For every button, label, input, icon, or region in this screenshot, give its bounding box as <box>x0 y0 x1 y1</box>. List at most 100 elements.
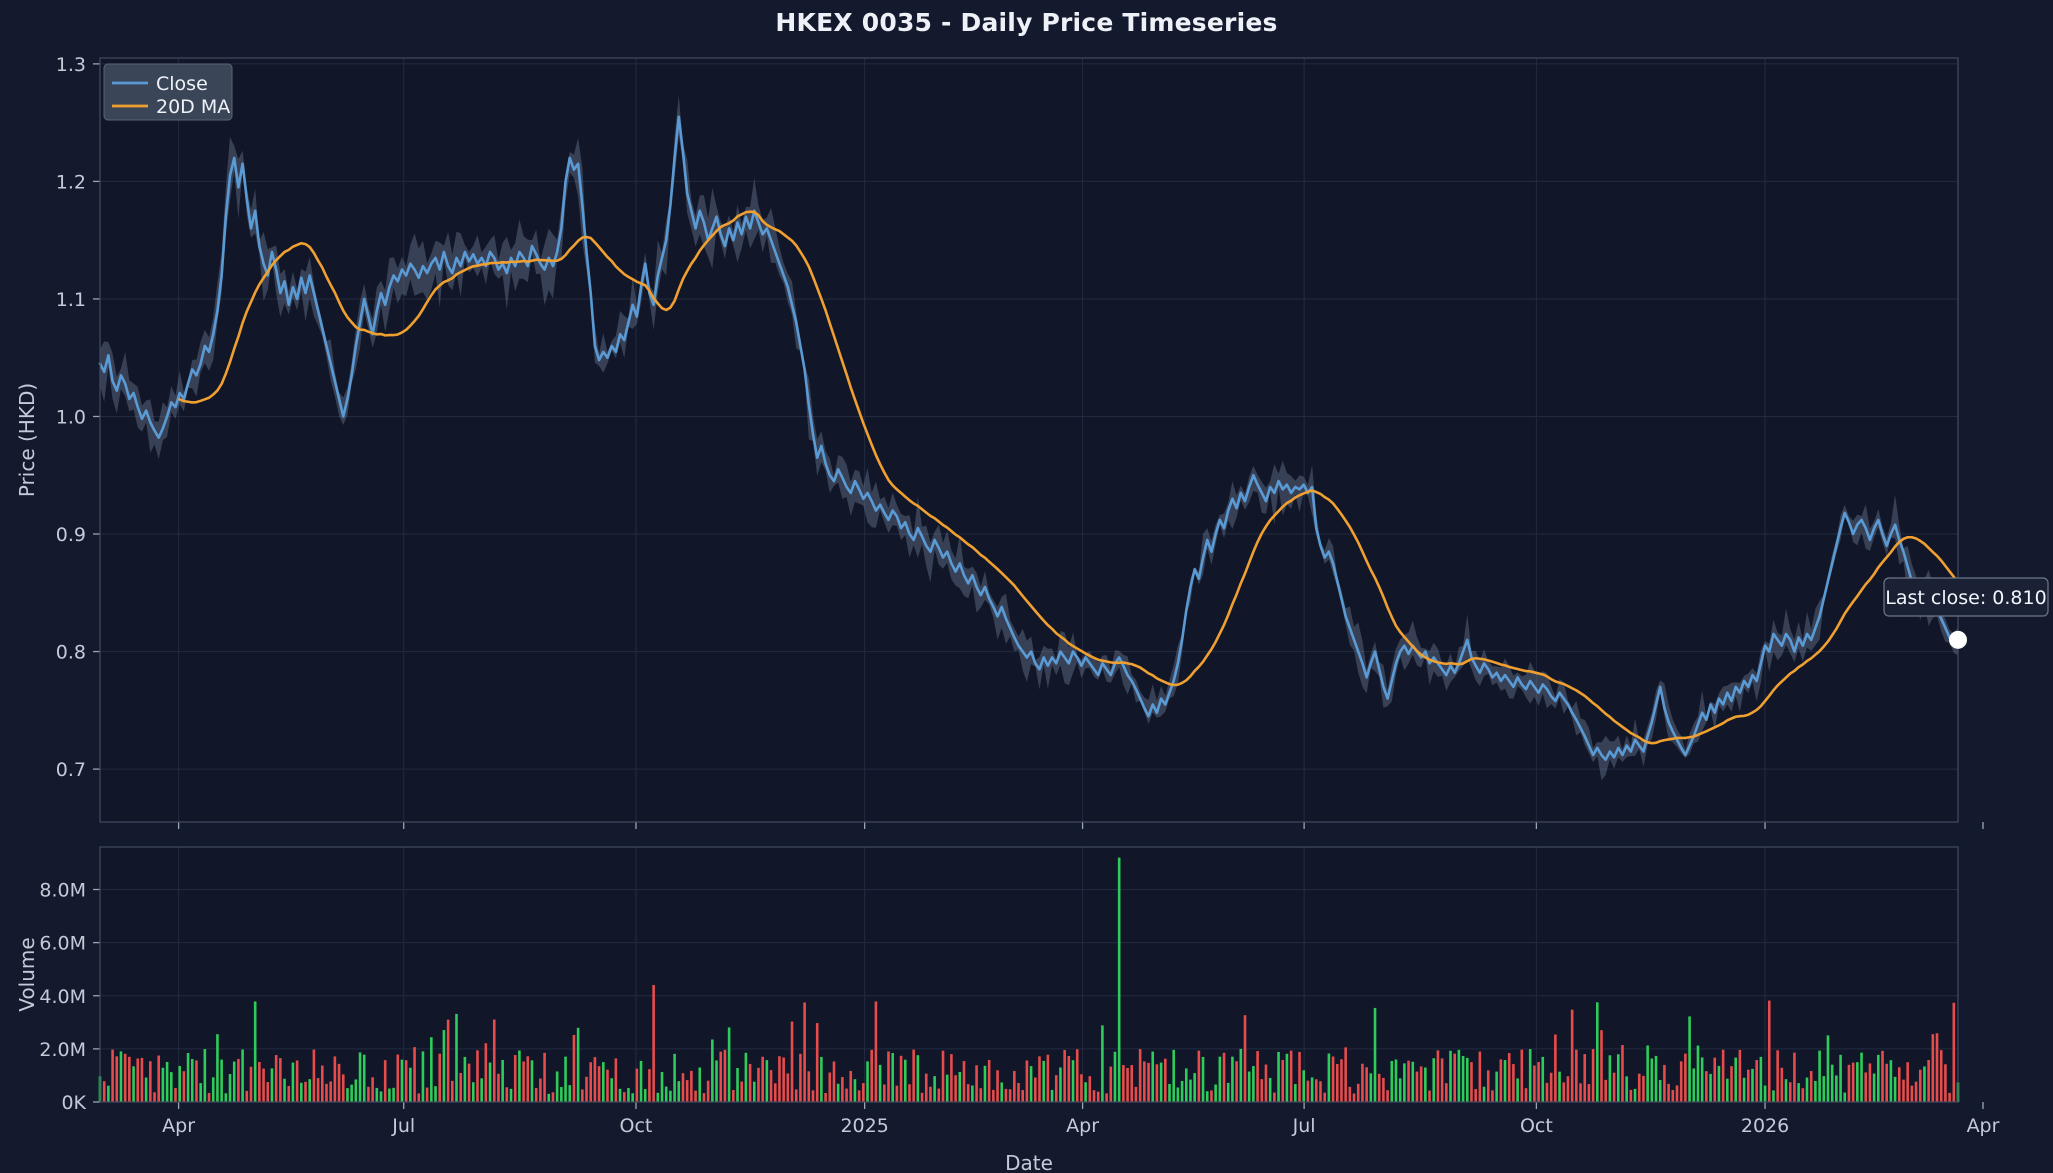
volume-bar <box>1566 1076 1570 1102</box>
volume-bar <box>354 1079 358 1102</box>
volume-bar <box>748 1063 752 1102</box>
volume-bar <box>530 1060 534 1102</box>
volume-bar <box>887 1051 890 1102</box>
volume-bar <box>1465 1057 1469 1102</box>
volume-bar <box>199 1083 202 1102</box>
volume-bar <box>1667 1083 1670 1102</box>
volume-bar <box>614 1058 618 1102</box>
volume-bar <box>1218 1056 1222 1102</box>
volume-bar <box>765 1060 769 1102</box>
volume-bar <box>232 1061 236 1102</box>
volume-bar <box>350 1084 353 1102</box>
volume-bar <box>1000 1082 1004 1102</box>
volume-bar <box>501 1060 504 1102</box>
volume-bar <box>1457 1049 1461 1102</box>
volume-bar <box>992 1089 995 1102</box>
volume-bar <box>778 1056 781 1102</box>
volume-bar <box>476 1050 479 1102</box>
volume-bar <box>1025 1060 1029 1102</box>
volume-bar <box>1151 1051 1155 1102</box>
volume-bar <box>899 1055 903 1102</box>
volume-bar <box>220 1059 223 1102</box>
volume-bar <box>1830 1064 1834 1102</box>
volume-bar <box>1260 1079 1264 1102</box>
volume-bar <box>1008 1089 1012 1102</box>
x-tick-label: Jul <box>391 1115 415 1137</box>
x-tick-label: Oct <box>620 1115 653 1137</box>
volume-bar <box>820 1056 823 1102</box>
volume-bar <box>857 1090 861 1102</box>
volume-bar <box>1600 1030 1603 1102</box>
volume-bar <box>346 1088 349 1102</box>
volume-bar <box>258 1061 261 1102</box>
volume-bar <box>1755 1060 1758 1102</box>
volume-bar <box>597 1066 601 1102</box>
volume-bar <box>136 1058 140 1102</box>
volume-bar <box>492 1019 496 1102</box>
volume-bar <box>1747 1069 1750 1102</box>
volume-bar <box>1101 1025 1104 1102</box>
page-title: HKEX 0035 - Daily Price Timeseries <box>775 8 1278 37</box>
volume-bar <box>958 1072 962 1102</box>
volume-bar <box>1860 1052 1863 1102</box>
volume-bar <box>1038 1056 1041 1102</box>
volume-bar <box>1164 1058 1167 1102</box>
volume-bar <box>1080 1074 1083 1102</box>
volume-bar <box>870 1049 874 1102</box>
volume-bar <box>1122 1065 1125 1102</box>
volume-bar <box>471 1082 475 1102</box>
volume-bar <box>304 1081 307 1102</box>
volume-bar <box>1050 1089 1054 1102</box>
price-panel-border <box>99 57 1959 823</box>
volume-bar <box>841 1077 844 1102</box>
volume-bar <box>1696 1045 1700 1102</box>
volume-bar <box>1306 1080 1310 1102</box>
volume-bar <box>224 1093 228 1102</box>
volume-bar <box>1277 1051 1280 1102</box>
volume-bar <box>1453 1053 1456 1102</box>
volume-bar <box>1545 1082 1549 1102</box>
volume-bar <box>1134 1086 1138 1102</box>
volume-bar <box>1877 1054 1880 1102</box>
volume-bar <box>1793 1052 1796 1102</box>
volume-bar <box>1356 1083 1360 1102</box>
volume-bar <box>1927 1059 1930 1102</box>
volume-bar <box>983 1065 987 1102</box>
volume-bar <box>1205 1091 1209 1102</box>
volume-bar <box>1243 1015 1247 1102</box>
volume-bar <box>1637 1073 1641 1102</box>
volume-bar <box>1684 1053 1687 1102</box>
high-low-band <box>100 95 1958 781</box>
volume-bar <box>1449 1050 1452 1102</box>
volume-bar <box>283 1078 286 1102</box>
volume-bar <box>908 1084 911 1102</box>
volume-bar <box>1633 1088 1637 1102</box>
volume-bar <box>1168 1083 1171 1102</box>
volume-bar <box>543 1052 546 1102</box>
volume-bar <box>1625 1076 1628 1102</box>
volume-bar <box>1239 1048 1243 1102</box>
volume-bar <box>409 1067 412 1102</box>
volume-bar <box>1738 1049 1742 1102</box>
volume-bar <box>719 1051 723 1102</box>
volume-bar <box>824 1092 827 1102</box>
volume-bar <box>631 1093 634 1102</box>
volume-bar <box>1335 1064 1339 1102</box>
volume-bar <box>1554 1034 1557 1102</box>
volume-bar <box>1436 1050 1440 1102</box>
volume-bar <box>1583 1054 1587 1102</box>
volume-bar <box>430 1037 433 1102</box>
volume-bar <box>1382 1077 1385 1102</box>
volume-bar <box>962 1061 966 1102</box>
volume-bar <box>522 1061 525 1102</box>
volume-bar <box>1784 1079 1788 1102</box>
volume-bar <box>1478 1051 1482 1102</box>
volume-bar <box>1621 1045 1624 1102</box>
volume-bar <box>706 1080 710 1102</box>
volume-bar <box>425 1087 429 1102</box>
volume-bar <box>362 1054 366 1102</box>
volume-bar <box>1730 1066 1733 1102</box>
volume-bar <box>954 1075 957 1102</box>
x-tick-label: 2026 <box>1741 1115 1789 1137</box>
volume-bar <box>1767 1000 1771 1102</box>
